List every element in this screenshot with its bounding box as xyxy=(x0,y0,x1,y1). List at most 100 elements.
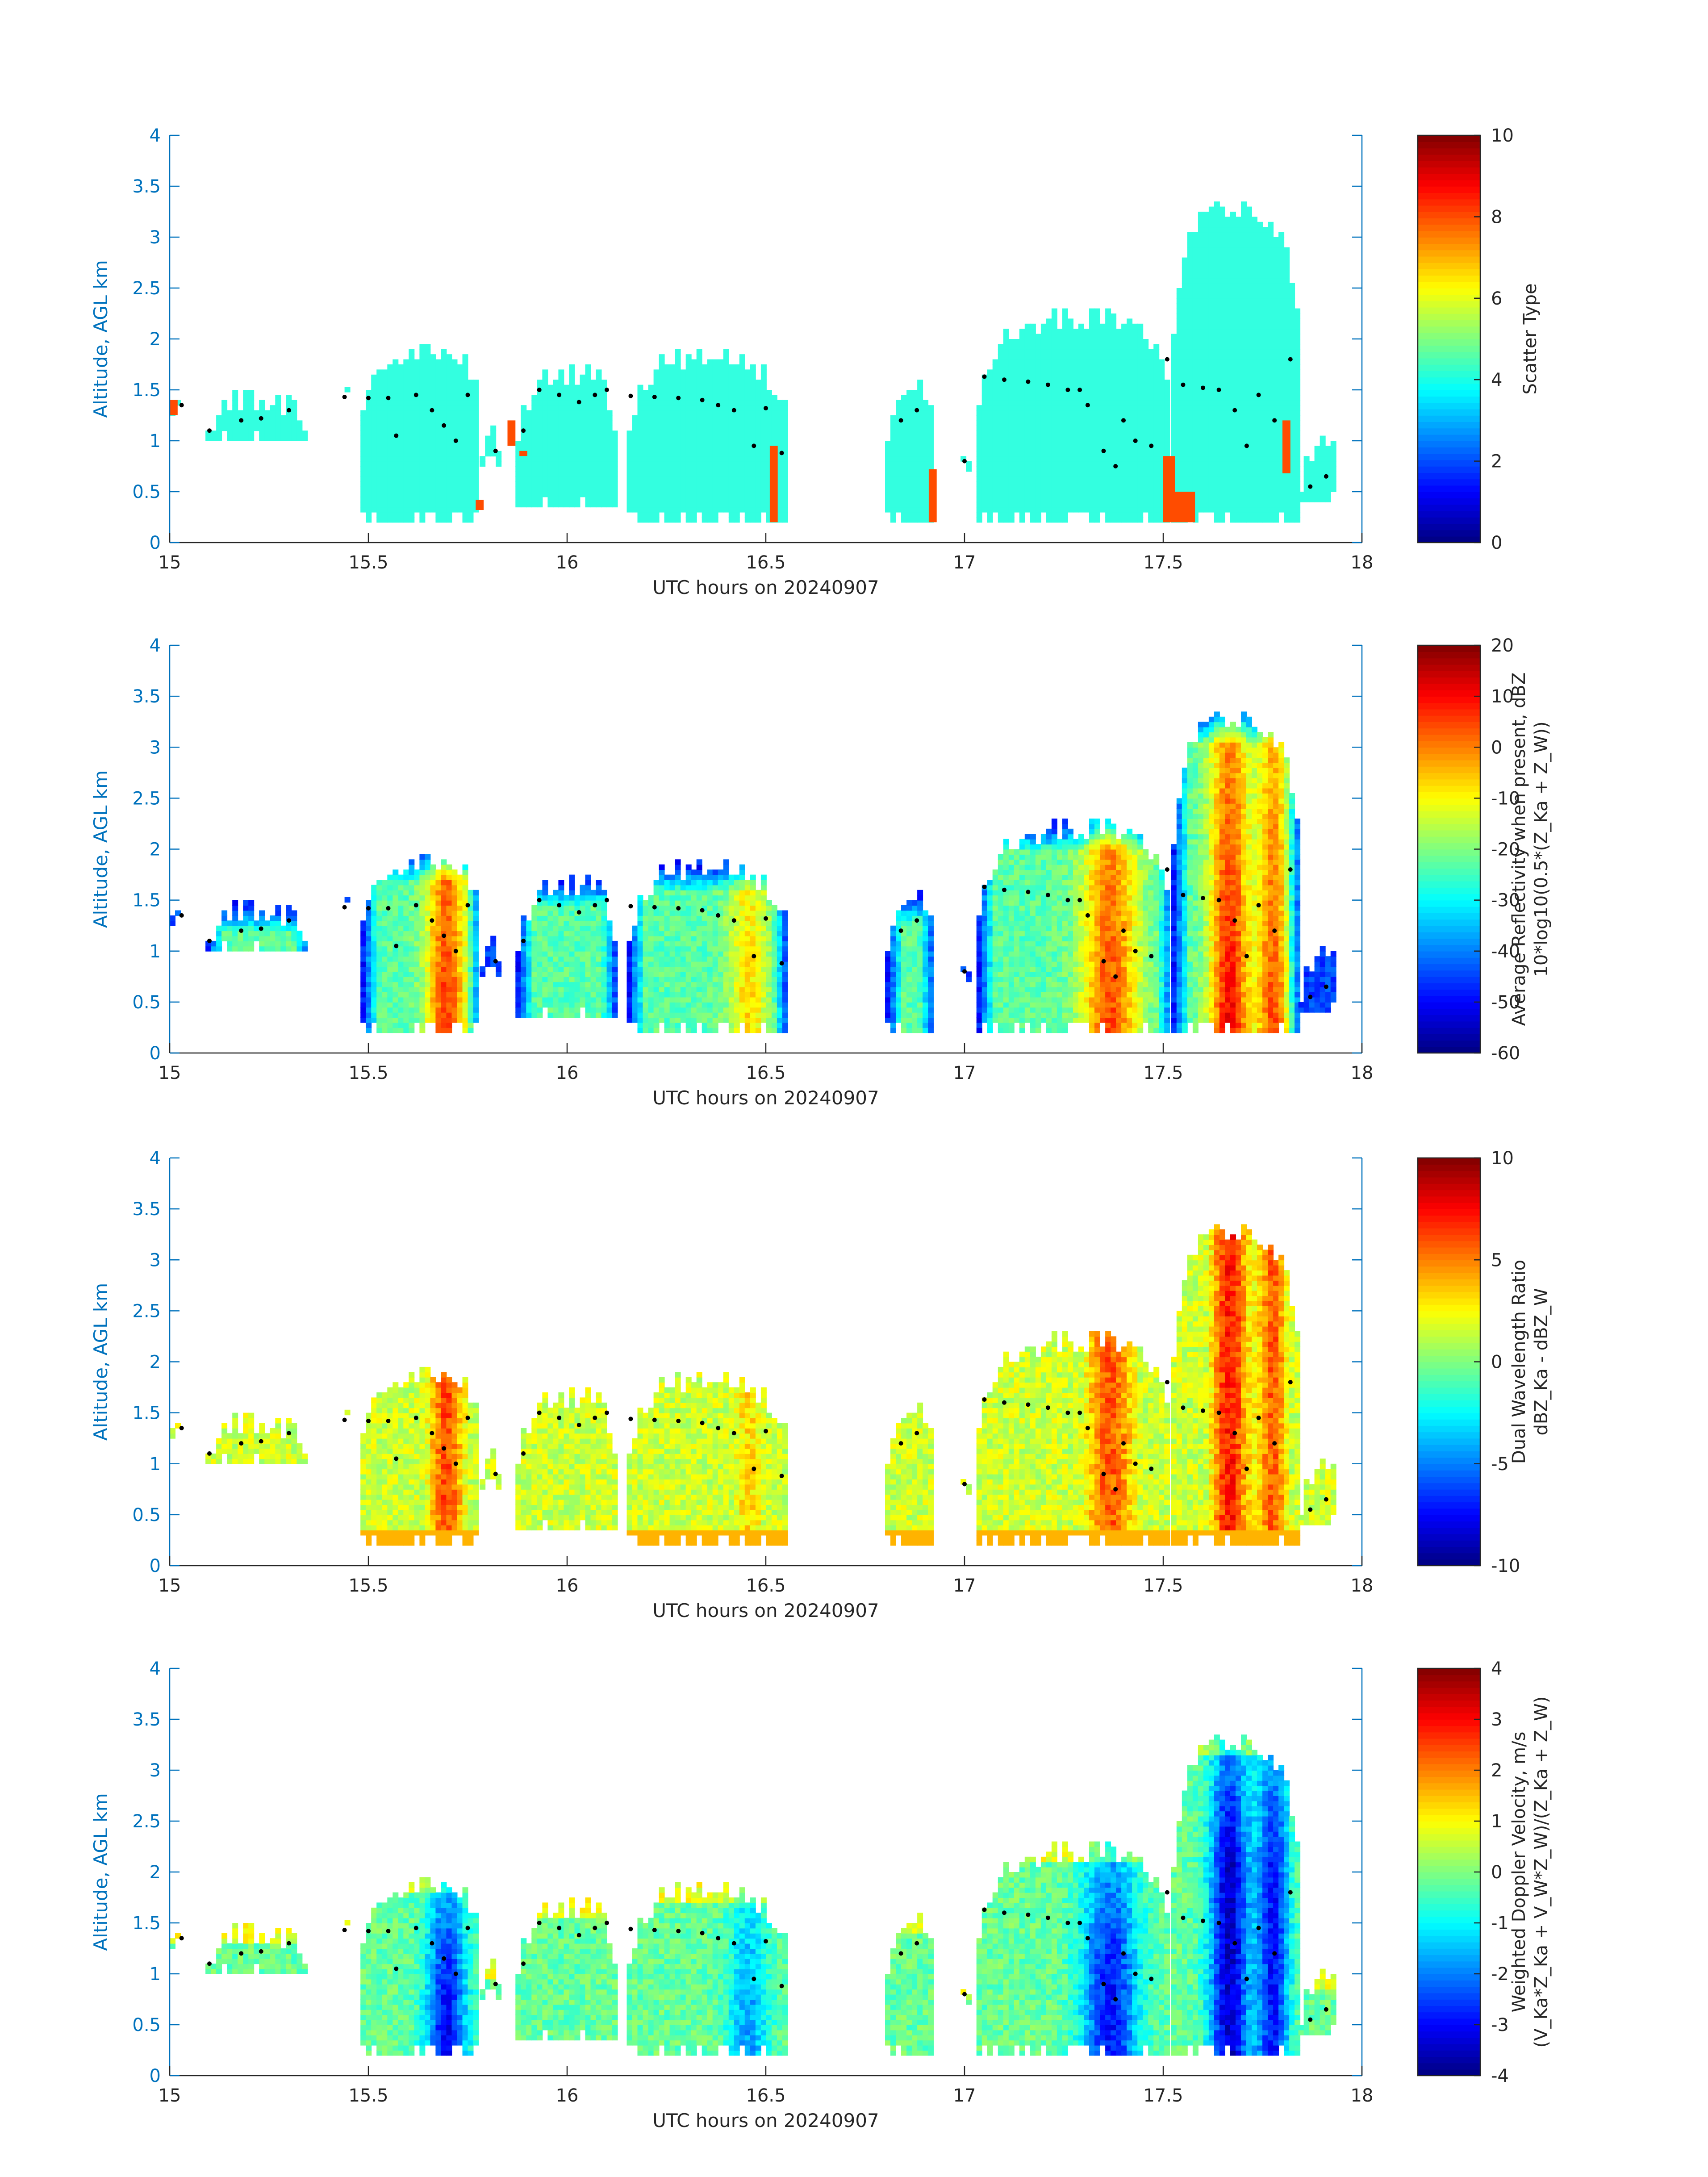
heatmap-cell xyxy=(1116,501,1122,508)
heatmap-cell xyxy=(1192,308,1199,314)
heatmap-cell xyxy=(691,461,697,467)
heatmap-cell xyxy=(1008,481,1015,487)
heatmap-cell xyxy=(1268,242,1274,248)
heatmap-cell xyxy=(675,430,681,436)
heatmap-cell xyxy=(1176,456,1182,462)
heatmap-cell xyxy=(419,486,426,492)
heatmap-cell xyxy=(371,461,377,467)
heatmap-cell xyxy=(1225,252,1231,258)
heatmap-cell xyxy=(451,420,458,426)
heatmap-cell xyxy=(1284,390,1290,396)
heatmap-cell xyxy=(1246,247,1252,253)
heatmap-cell xyxy=(917,466,923,472)
heatmap-cell xyxy=(403,400,409,406)
heatmap-cell xyxy=(1252,425,1257,431)
heatmap-cell xyxy=(1241,364,1247,370)
heatmap-cell xyxy=(669,481,676,487)
heatmap-cell xyxy=(569,461,575,467)
heatmap-cell xyxy=(1040,507,1047,513)
heatmap-cell xyxy=(1273,400,1279,406)
heatmap-cell xyxy=(1100,415,1106,421)
heatmap-cell xyxy=(1230,390,1236,396)
heatmap-cell xyxy=(664,501,670,508)
heatmap-cell xyxy=(1094,446,1100,451)
heatmap-cell xyxy=(1159,466,1165,472)
heatmap-cell xyxy=(462,354,468,360)
heatmap-cell xyxy=(637,384,643,390)
heatmap-cell xyxy=(435,461,442,467)
heatmap-cell xyxy=(1014,349,1020,355)
heatmap-cell xyxy=(1230,497,1236,502)
heatmap-cell xyxy=(1289,492,1295,497)
heatmap-cell xyxy=(901,456,907,462)
heatmap-cell xyxy=(1273,257,1279,263)
heatmap-cell xyxy=(1273,507,1279,513)
heatmap-cell xyxy=(1241,425,1247,431)
heatmap-cell xyxy=(531,451,538,457)
heatmap-cell xyxy=(739,430,745,436)
heatmap-cell xyxy=(691,435,697,441)
heatmap-cell xyxy=(248,415,255,421)
heatmap-cell xyxy=(1273,267,1279,273)
heatmap-cell xyxy=(1084,430,1090,436)
heatmap-cell xyxy=(1214,293,1220,299)
heatmap-cell xyxy=(1137,420,1144,426)
heatmap-cell xyxy=(275,425,281,431)
heatmap-cell xyxy=(1268,451,1274,457)
heatmap-cell xyxy=(1219,242,1225,248)
heatmap-cell xyxy=(1159,446,1165,451)
heatmap-cell xyxy=(1148,420,1154,426)
heatmap-cell xyxy=(398,384,404,390)
heatmap-cell xyxy=(712,390,718,396)
heatmap-cell xyxy=(1236,359,1241,365)
heatmap-cell xyxy=(1278,364,1285,370)
heatmap-cell xyxy=(1127,334,1133,339)
heatmap-cell xyxy=(923,461,929,467)
heatmap-cell xyxy=(1295,390,1301,396)
heatmap-cell xyxy=(1153,405,1160,411)
heatmap-cell xyxy=(1051,461,1057,467)
heatmap-cell xyxy=(569,374,575,380)
heatmap-cell xyxy=(1153,364,1160,370)
heatmap-cell xyxy=(923,456,929,462)
heatmap-cell xyxy=(739,395,745,401)
heatmap-cell xyxy=(1241,323,1247,330)
heatmap-cell xyxy=(712,384,718,390)
heatmap-cell xyxy=(468,476,474,482)
heatmap-cell xyxy=(760,497,767,502)
heatmap-cell xyxy=(1132,390,1138,396)
heatmap-cell xyxy=(1225,446,1231,451)
heatmap-cell xyxy=(734,481,740,487)
heatmap-cell xyxy=(585,430,591,436)
heatmap-cell xyxy=(1225,410,1231,416)
heatmap-cell xyxy=(1278,267,1285,273)
heatmap-cell xyxy=(558,430,564,436)
heatmap-cell xyxy=(1268,267,1274,273)
heatmap-cell xyxy=(1262,507,1269,513)
heatmap-cell xyxy=(1176,303,1182,309)
heatmap-cell xyxy=(360,497,367,502)
heatmap-cell xyxy=(696,405,702,411)
heatmap-cell xyxy=(1198,471,1204,477)
heatmap-cell xyxy=(1105,405,1111,411)
heatmap-cell xyxy=(637,486,643,492)
heatmap-cell xyxy=(669,441,676,447)
heatmap-cell xyxy=(643,415,649,421)
heatmap-cell xyxy=(451,374,458,380)
heatmap-cell xyxy=(419,466,426,472)
heatmap-cell xyxy=(659,430,665,436)
heatmap-cell xyxy=(1219,349,1225,355)
heatmap-cell xyxy=(419,364,426,370)
heatmap-cell xyxy=(1046,415,1052,421)
heatmap-cell xyxy=(1309,476,1315,482)
heatmap-cell xyxy=(496,456,502,462)
heatmap-cell xyxy=(387,476,393,482)
heatmap-cell xyxy=(1116,359,1122,365)
heatmap-cell xyxy=(648,486,654,492)
heatmap-cell xyxy=(992,400,998,406)
heatmap-cell xyxy=(1008,359,1015,365)
heatmap-cell xyxy=(1003,405,1009,411)
heatmap-cell xyxy=(987,451,993,457)
heatmap-cell xyxy=(360,415,367,421)
heatmap-cell xyxy=(1030,492,1036,497)
